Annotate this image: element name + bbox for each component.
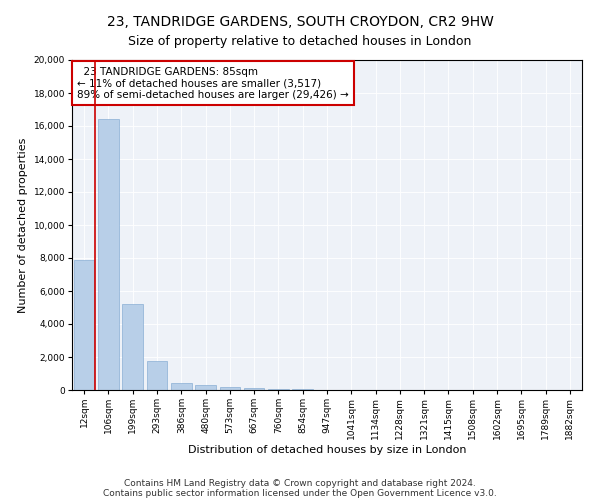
Y-axis label: Number of detached properties: Number of detached properties	[18, 138, 28, 312]
Bar	[171, 383, 191, 390]
Text: 23, TANDRIDGE GARDENS, SOUTH CROYDON, CR2 9HW: 23, TANDRIDGE GARDENS, SOUTH CROYDON, CR…	[107, 15, 493, 29]
Text: Contains public sector information licensed under the Open Government Licence v3: Contains public sector information licen…	[103, 488, 497, 498]
Text: Contains HM Land Registry data © Crown copyright and database right 2024.: Contains HM Land Registry data © Crown c…	[124, 478, 476, 488]
Text: 23 TANDRIDGE GARDENS: 85sqm
← 11% of detached houses are smaller (3,517)
89% of : 23 TANDRIDGE GARDENS: 85sqm ← 11% of det…	[77, 66, 349, 100]
Bar	[146, 361, 167, 390]
Bar	[268, 388, 289, 390]
Text: Size of property relative to detached houses in London: Size of property relative to detached ho…	[128, 35, 472, 48]
Bar	[220, 387, 240, 390]
Bar	[292, 389, 313, 390]
X-axis label: Distribution of detached houses by size in London: Distribution of detached houses by size …	[188, 444, 466, 454]
Bar	[74, 260, 94, 390]
Bar	[122, 304, 143, 390]
Bar	[98, 120, 119, 390]
Bar	[244, 388, 265, 390]
Bar	[195, 384, 216, 390]
